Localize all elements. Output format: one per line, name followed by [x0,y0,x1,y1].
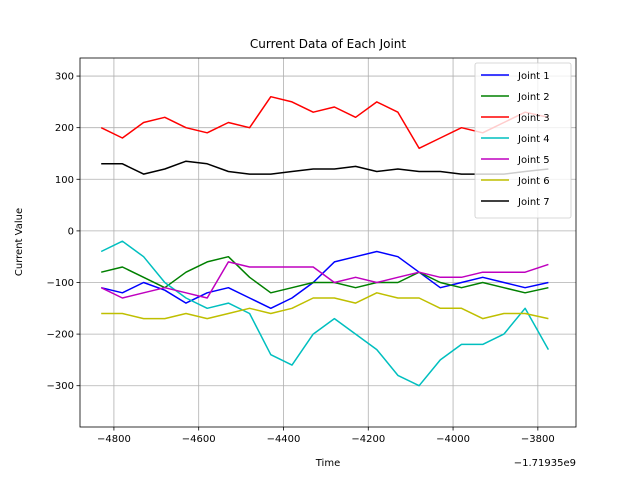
y-tick-label: 0 [68,226,74,237]
y-axis-label: Current Value [14,208,25,276]
x-tick-label: −3800 [521,434,555,445]
series-line-joint-3 [100,95,549,150]
series-line-joint-1 [101,250,549,310]
legend: Joint 1 Joint 2 Joint 3 Joint 4 Joint 5 Joint… [474,62,572,219]
legend-label: Joint 5 [517,155,550,166]
y-tick-label: 200 [55,123,74,134]
x-tick-label: −4000 [436,434,470,445]
plot-frame [79,57,577,428]
y-tick-label: −100 [47,278,74,289]
legend-label: Joint 7 [517,197,550,208]
x-tick-label: −4200 [351,434,385,445]
series-line-joint-2 [101,255,549,294]
x-tick-label: −4800 [97,434,131,445]
y-tick-label: 100 [55,175,74,186]
series-line-joint-6 [101,292,549,320]
x-tick-label: −4600 [182,434,216,445]
y-tick-label: −200 [47,330,74,341]
x-tick-label: −4400 [267,434,301,445]
y-tick-label: −300 [47,381,74,392]
legend-label: Joint 4 [517,134,550,145]
series-line-joint-5 [100,261,549,299]
series-layer [100,95,550,387]
y-tick-label: 300 [55,72,74,83]
legend-label: Joint 6 [517,176,550,187]
series-line-joint-7 [101,160,549,175]
legend-label: Joint 2 [517,92,550,103]
legend-label: Joint 3 [517,113,550,124]
y-axis-ticks: −300 −200 −100 0 100 200 300 [47,72,80,392]
x-axis-ticks: −4800 −4600 −4400 −4200 −4000 −3800 [97,427,555,445]
x-axis-offset-label: −1.71935e9 [514,458,576,469]
chart-title: Current Data of Each Joint [250,37,407,51]
legend-label: Joint 1 [517,71,550,82]
x-axis-label: Time [315,458,340,469]
